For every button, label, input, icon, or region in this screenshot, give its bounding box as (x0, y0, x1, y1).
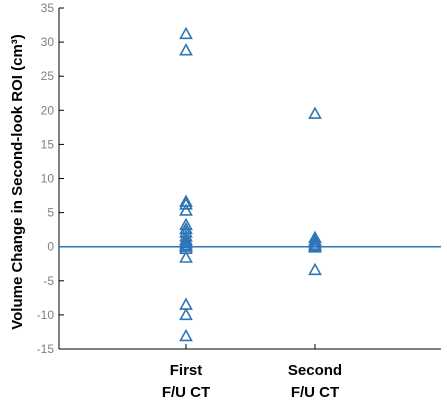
y-tick-label: -10 (37, 308, 55, 322)
data-point-triangle (179, 297, 193, 310)
y-tick-label: 10 (41, 172, 55, 186)
data-point-triangle (179, 203, 193, 216)
x-category-label-line: Second (288, 362, 342, 379)
y-axis-ticks: -15 -10 -5 0 5 10 15 20 25 30 35 (37, 1, 64, 356)
data-point-triangle (308, 240, 322, 253)
x-category-label: Second F/U CT (288, 362, 342, 401)
data-point-triangle (308, 235, 322, 248)
data-point-triangle (179, 328, 193, 342)
data-point-triangle (179, 26, 193, 40)
y-tick-label: -15 (37, 342, 55, 356)
x-category-label-line: F/U CT (291, 384, 339, 401)
y-tick-label: 5 (47, 206, 54, 220)
x-axis-category-labels: First F/U CT Second F/U CT (162, 362, 342, 401)
data-point-triangle (308, 262, 322, 276)
data-point-triangle (179, 307, 193, 321)
data-point-triangle (179, 197, 193, 210)
x-category-label-line: F/U CT (162, 384, 210, 401)
x-category-label: First F/U CT (162, 362, 210, 401)
data-points (179, 26, 322, 342)
y-tick-label: 25 (41, 69, 55, 83)
y-tick-label: 20 (41, 103, 55, 117)
y-tick-label: 0 (47, 240, 54, 254)
data-point-triangle (308, 233, 322, 246)
y-tick-label: 30 (41, 35, 55, 49)
data-point-triangle (308, 106, 322, 119)
y-tick-label: 35 (41, 1, 55, 15)
axes (58, 8, 441, 350)
y-tick-label: 15 (41, 137, 55, 151)
data-point-triangle (179, 217, 193, 231)
data-point-triangle (179, 236, 193, 249)
x-category-label-line: First (170, 362, 203, 379)
y-axis-title: Volume Change in Second-look ROI (cm³) (9, 34, 26, 330)
data-point-triangle (179, 43, 193, 56)
y-tick-label: -5 (43, 274, 54, 288)
data-point-triangle (179, 250, 193, 263)
